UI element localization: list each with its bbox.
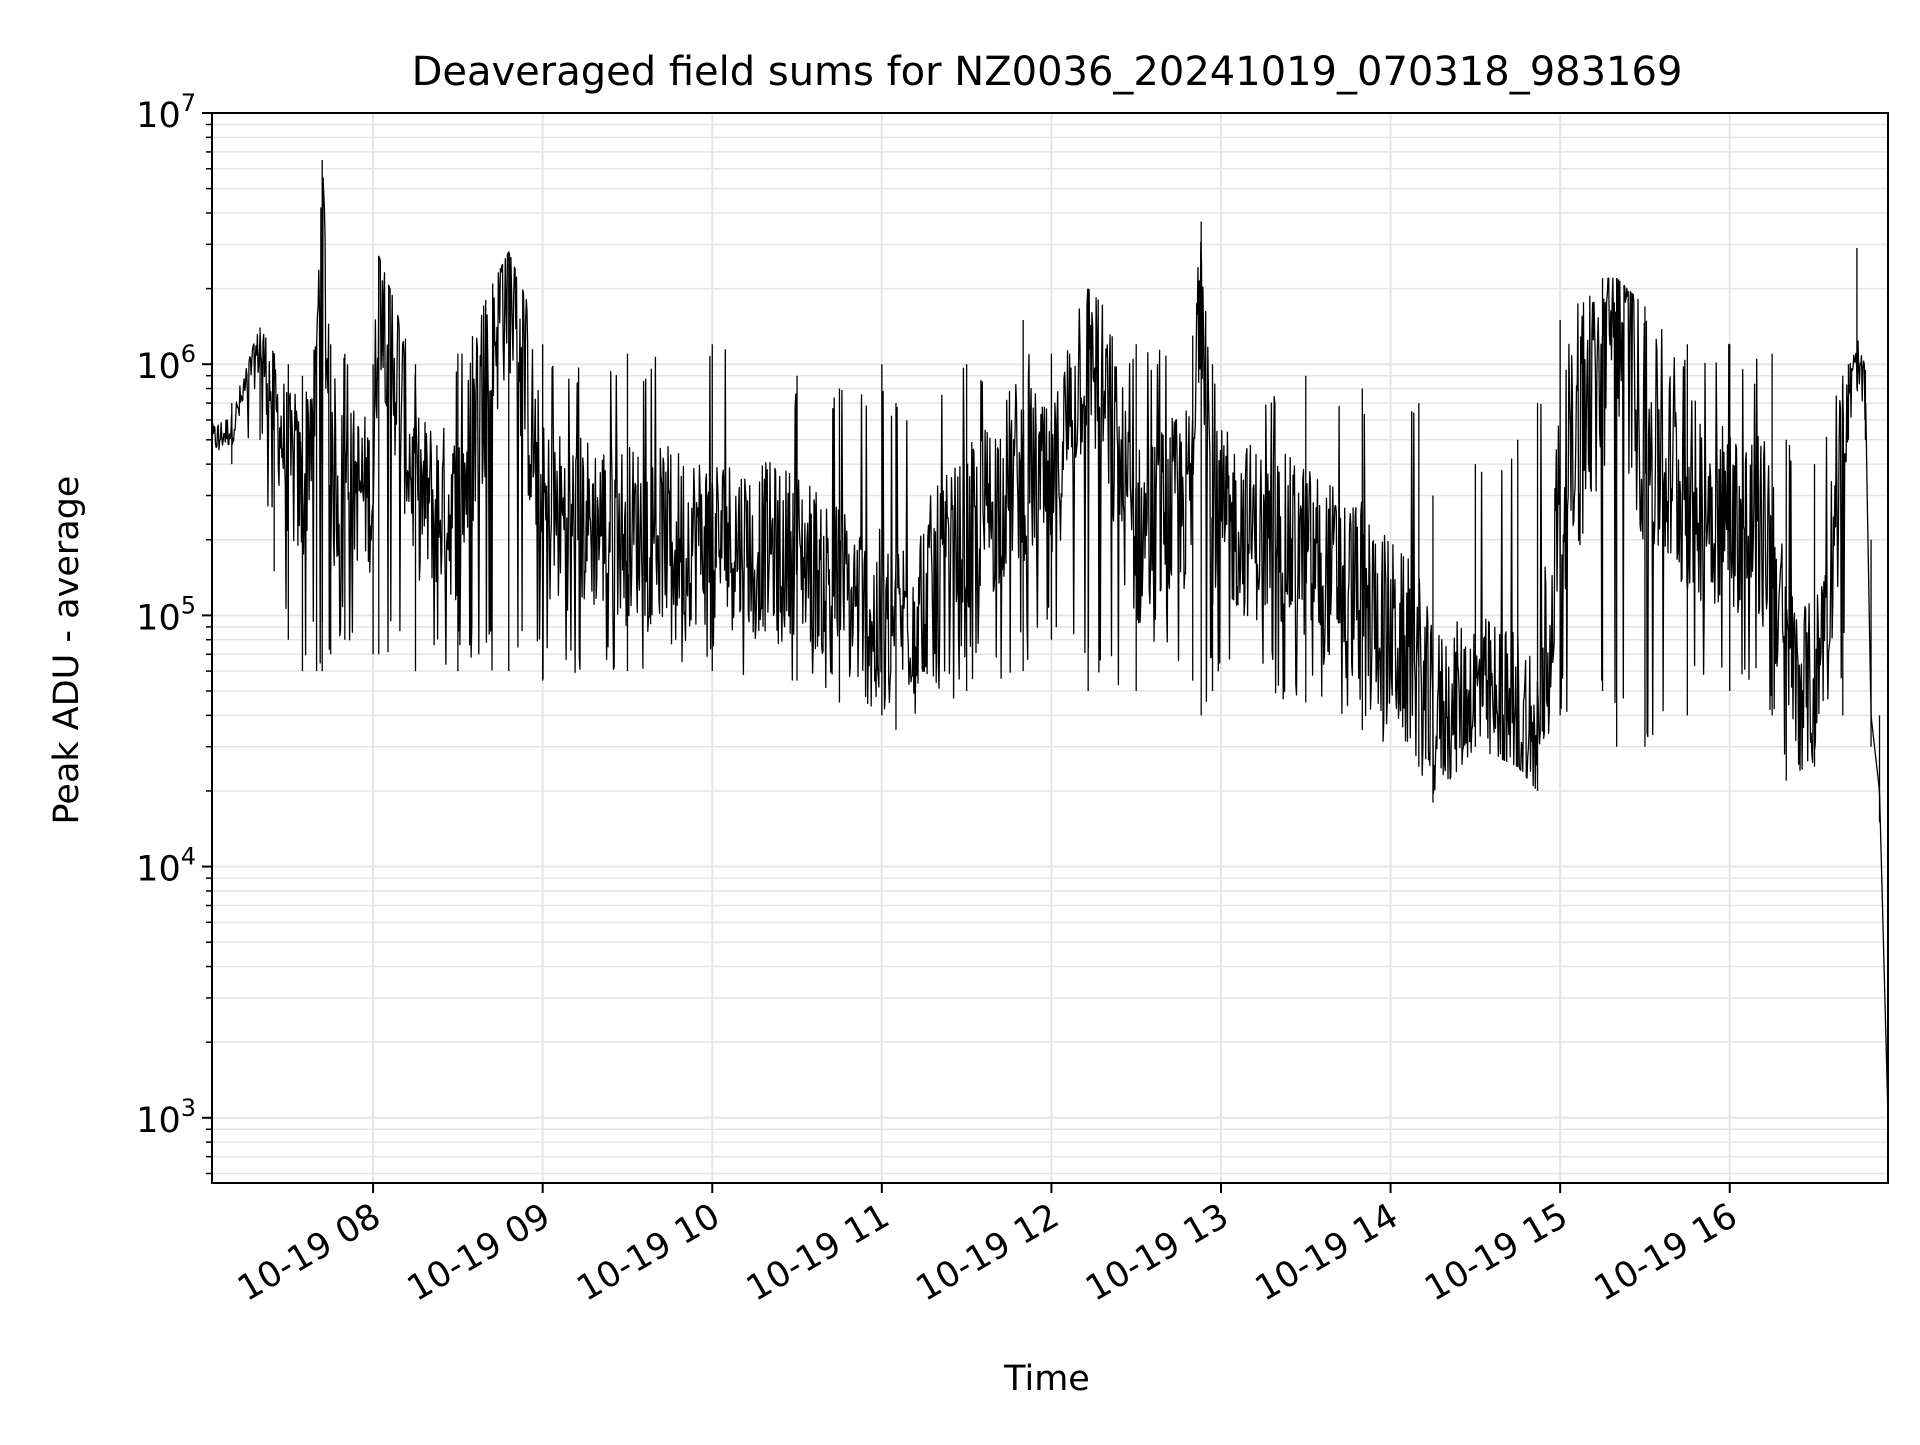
y-tick-base: 10 xyxy=(136,347,181,387)
y-tick-base: 10 xyxy=(136,598,181,638)
y-tick-exponent: 6 xyxy=(181,340,196,368)
y-axis-label: Peak ADU - average xyxy=(47,476,87,825)
plot-frame xyxy=(211,112,1889,1184)
y-tick-label: 107 xyxy=(136,89,196,136)
grid-layer xyxy=(212,112,1888,1183)
y-tick-base: 10 xyxy=(136,850,181,890)
series-line xyxy=(211,176,1889,1118)
y-tick-base: 10 xyxy=(136,1101,181,1141)
y-tick-label: 103 xyxy=(136,1094,196,1141)
y-tick-exponent: 7 xyxy=(181,89,196,117)
y-tick-exponent: 3 xyxy=(181,1094,196,1122)
y-tick-base: 10 xyxy=(136,96,181,136)
chart-title: Deaveraged field sums for NZ0036_2024101… xyxy=(412,49,1683,95)
data-layer xyxy=(211,159,1889,1118)
x-axis-label: Time xyxy=(1003,1359,1090,1399)
y-tick-exponent: 5 xyxy=(181,591,196,619)
y-tick-exponent: 4 xyxy=(181,843,196,871)
y-tick-label: 104 xyxy=(136,843,196,890)
y-tick-label: 106 xyxy=(136,340,196,387)
y-tick-label: 105 xyxy=(136,591,196,638)
